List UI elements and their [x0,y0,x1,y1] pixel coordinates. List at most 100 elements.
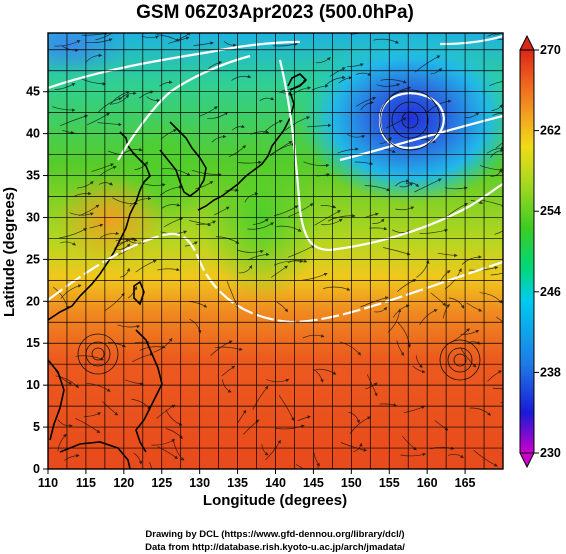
streamline [75,417,101,434]
y-tick-label: 25 [26,252,40,266]
streamline [253,218,269,225]
credit-line-1: Drawing by DCL (https://www.gfd-dennou.o… [145,529,404,540]
x-tick-label: 115 [76,476,96,490]
streamline [85,53,103,64]
streamline [247,222,274,230]
streamline [364,185,391,192]
streamline [168,33,191,44]
streamline [337,147,359,154]
colorbar-tick-label: 238 [540,365,561,379]
streamline [400,452,427,457]
streamline [87,112,110,126]
streamline [207,111,229,119]
warm-region-china [55,175,165,265]
streamline [494,230,503,235]
streamline [223,41,237,48]
streamline [365,382,378,390]
streamline [134,161,148,171]
streamline [135,340,150,344]
streamline [276,301,288,313]
streamline [221,365,236,377]
streamline [100,231,120,238]
streamline [85,38,113,44]
coastlines [48,73,308,469]
streamline [437,252,458,258]
streamline [273,259,304,266]
x-tick-label: 165 [455,476,476,490]
streamline [297,415,311,422]
streamline [151,439,176,446]
streamline [115,238,138,242]
streamline [97,97,123,113]
graticule [48,33,503,469]
streamline [313,452,320,467]
streamline [317,465,319,469]
streamline [102,401,119,416]
coastline-hokkaido [287,73,308,91]
contour-line-6 [48,232,503,324]
cold-region-northwest [48,33,130,75]
streamline [323,286,351,291]
coastline-vietnam [48,359,65,441]
streamline [146,96,161,103]
streamline [347,63,364,67]
streamline [295,464,304,469]
streamlines [52,33,503,469]
streamline [60,241,76,246]
streamline [95,33,114,41]
streamline [86,382,111,392]
y-tick-label: 5 [33,420,40,434]
streamline [54,40,81,47]
coastline-korea [159,121,207,197]
streamline [149,462,153,469]
streamline [104,292,125,311]
streamline [355,96,377,107]
streamline [91,163,114,172]
colorbar-tick-label: 246 [540,285,561,299]
streamline [52,106,76,112]
streamline [161,203,181,209]
streamline [502,38,503,40]
streamline [285,116,311,131]
y-tick-label: 0 [33,462,40,476]
streamline [354,161,374,166]
streamline [236,249,264,254]
streamline [111,94,129,105]
streamline [252,385,269,410]
streamline [492,113,503,116]
colorbar-ticks: 270 262 254 246 238 230 [534,43,561,460]
streamline [211,134,227,143]
vortex-east [439,339,481,381]
streamline [380,79,407,84]
streamline [395,206,415,211]
streamline [421,138,436,144]
streamline [442,303,450,319]
streamline [430,67,442,75]
streamline [473,450,498,467]
streamline [379,136,392,145]
streamline [129,196,152,207]
streamline [208,60,223,69]
streamline [374,306,388,313]
streamline [54,82,76,91]
streamline [287,259,308,264]
contour-line-1 [48,40,301,90]
streamline [174,36,190,42]
streamline [460,329,480,335]
streamline [133,452,143,465]
streamline [262,119,283,134]
colorbar-tick-label: 262 [540,124,561,138]
streamline [469,266,499,271]
streamline [222,379,232,393]
y-tick-label: 15 [26,336,40,350]
streamline [395,179,410,187]
streamline [157,267,180,272]
streamline [63,453,80,461]
streamline [237,409,247,423]
streamline [115,243,131,250]
streamline [125,379,144,386]
streamline [340,442,368,452]
streamline [490,148,503,158]
streamline [396,340,405,356]
streamline [193,41,214,46]
